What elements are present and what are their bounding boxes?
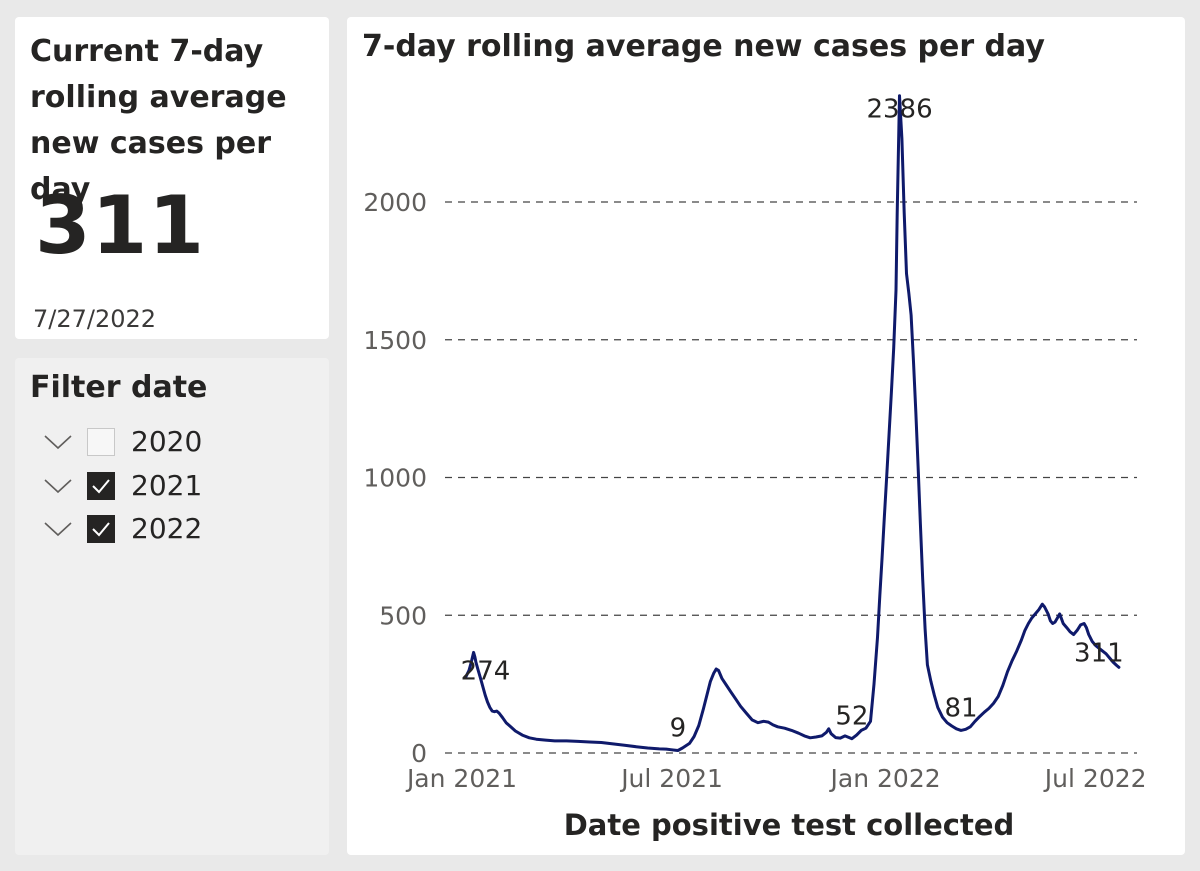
y-tick-label: 2000 — [363, 188, 427, 217]
filter-checkbox-2021[interactable] — [87, 472, 115, 500]
filter-item-2021[interactable]: 2021 — [43, 469, 303, 508]
y-tick-label: 1500 — [363, 326, 427, 355]
chart-card: 7-day rolling average new cases per day … — [347, 17, 1185, 855]
filter-item-2022[interactable]: 2022 — [43, 512, 303, 551]
series-line — [464, 94, 1121, 752]
data-label: 81 — [944, 694, 977, 724]
filter-label-2022: 2022 — [131, 512, 203, 545]
filter-title: Filter date — [30, 370, 208, 405]
data-label: 2386 — [866, 95, 932, 125]
x-tick-label: Jan 2022 — [829, 764, 941, 793]
checkmark-icon — [92, 522, 110, 537]
x-tick-label: Jul 2022 — [1043, 764, 1147, 793]
kpi-title: Current 7-day rolling average new cases … — [30, 34, 287, 207]
y-tick-label: 1000 — [363, 464, 427, 493]
chevron-down-icon[interactable] — [43, 430, 73, 454]
y-tick-label: 500 — [379, 601, 427, 630]
kpi-card: Current 7-day rolling average new cases … — [15, 17, 329, 339]
filter-label-2021: 2021 — [131, 469, 203, 502]
filter-checkbox-2020[interactable] — [87, 428, 115, 456]
kpi-date: 7/27/2022 — [33, 305, 157, 333]
kpi-value: 311 — [35, 179, 205, 272]
x-tick-label: Jul 2021 — [619, 764, 723, 793]
filter-item-2020[interactable]: 2020 — [43, 425, 303, 464]
data-label: 52 — [835, 702, 868, 732]
filter-checkbox-2022[interactable] — [87, 515, 115, 543]
chart-title: 7-day rolling average new cases per day — [362, 29, 1045, 64]
data-label: 274 — [461, 657, 511, 687]
x-axis-title: Date positive test collected — [564, 808, 1015, 842]
line-chart: 0 500 1000 1500 2000 Jan 2021 Jul 2021 Jan 202… — [363, 94, 1147, 842]
y-tick-label: 0 — [411, 739, 427, 768]
data-label: 9 — [670, 714, 687, 744]
filter-card: Filter date 2020 2021 2022 — [15, 358, 329, 855]
x-tick-label: Jan 2021 — [405, 764, 517, 793]
chevron-down-icon[interactable] — [43, 517, 73, 541]
filter-label-2020: 2020 — [131, 425, 203, 458]
checkmark-icon — [92, 479, 110, 494]
data-label: 311 — [1074, 638, 1124, 668]
chevron-down-icon[interactable] — [43, 474, 73, 498]
